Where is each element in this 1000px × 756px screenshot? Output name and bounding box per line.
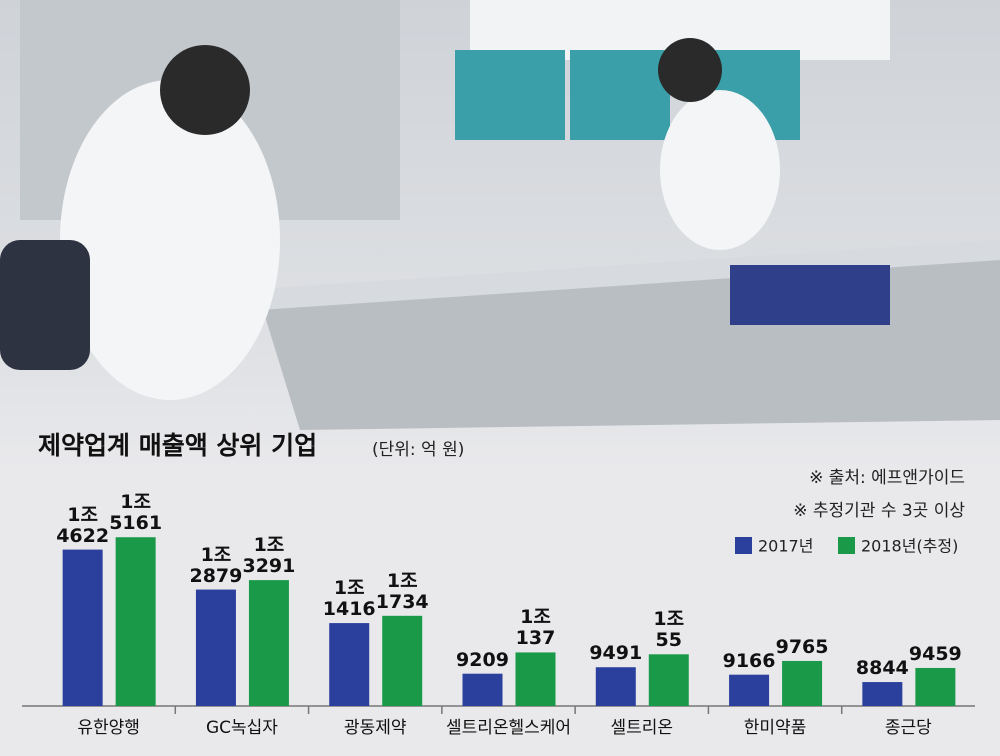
value-label: 9209 [456, 648, 509, 671]
x-tick-label: 종근당 [885, 718, 932, 738]
value-label: 9459 [908, 642, 962, 665]
background-photo [0, 0, 1000, 470]
value-label: 8844 [855, 657, 909, 680]
x-tick-label: 셀트리온 [611, 718, 674, 738]
bar [62, 549, 103, 706]
value-label: 9166 [722, 649, 776, 672]
value-label: 1조 3291 [242, 534, 296, 578]
bar [462, 673, 503, 706]
value-label: 1조 4622 [56, 503, 110, 547]
x-tick-label: 한미약품 [744, 718, 807, 738]
x-tick-label: 셀트리온헬스케어 [446, 718, 571, 738]
chart-subtitle: (단위: 억 원) [372, 440, 464, 460]
source-note: ※ 출처: 에프앤가이드 [809, 468, 965, 488]
bar [195, 589, 236, 706]
legend-label: 2018년(추정) [861, 537, 958, 556]
bar [248, 580, 289, 706]
value-label: 1조 1416 [322, 577, 376, 621]
value-label: 9491 [589, 642, 643, 665]
bar [729, 674, 770, 706]
bar [595, 667, 636, 706]
estimate-note: ※ 추정기관 수 3곳 이상 [793, 501, 965, 521]
value-label: 1조 137 [515, 606, 556, 650]
bar [515, 652, 556, 706]
legend-swatch [838, 537, 855, 554]
value-label: 1조 2879 [189, 543, 243, 587]
bar [382, 615, 423, 706]
legend-swatch [735, 537, 752, 554]
x-tick-label: 광동제약 [344, 718, 407, 738]
legend-label: 2017년 [758, 537, 813, 556]
value-label: 1조 1734 [375, 569, 429, 613]
bar [915, 667, 956, 706]
chart-title: 제약업계 매출액 상위 기업 [38, 431, 317, 460]
bar [648, 654, 689, 706]
value-label: 9765 [775, 635, 829, 658]
bar [782, 660, 823, 706]
bar [329, 623, 370, 706]
x-tick-label: GC녹십자 [206, 718, 278, 738]
value-label: 1조 55 [653, 608, 685, 652]
bar [115, 537, 156, 706]
bar [862, 682, 903, 706]
x-tick-label: 유한양행 [77, 718, 140, 738]
value-label: 1조 5161 [109, 491, 163, 535]
